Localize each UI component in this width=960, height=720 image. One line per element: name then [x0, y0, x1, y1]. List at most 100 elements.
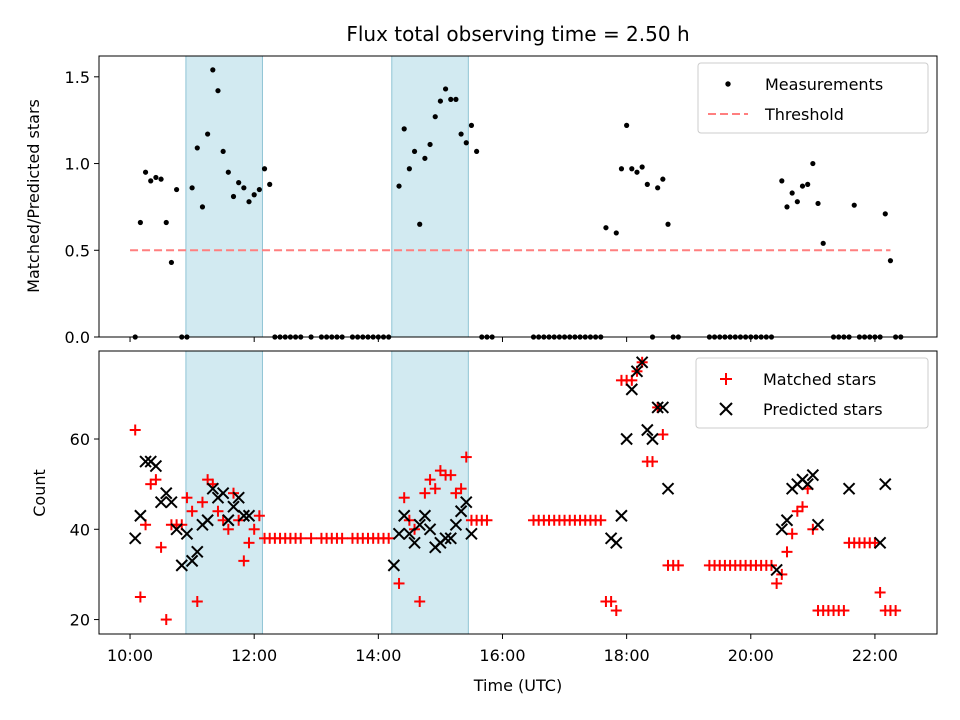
chart-title: Flux total observing time = 2.50 h — [346, 22, 689, 46]
measurement-point — [458, 131, 464, 137]
predicted-stars-point — [646, 432, 659, 446]
predicted-stars-point — [615, 509, 628, 522]
matched-stars-point — [243, 537, 255, 549]
legend-predicted-marker — [719, 402, 733, 416]
measurement-point — [225, 169, 231, 175]
bottom-x-axis: 10:00 12:00 14:00 16:00 18:00 20:00 22:00 — [107, 634, 898, 665]
x-tick-label: 12:00 — [231, 646, 277, 665]
y-tick-label: 40 — [70, 520, 90, 539]
predicted-stars-point — [780, 514, 794, 527]
measurement-point — [655, 185, 661, 191]
y-tick-label: 20 — [70, 611, 90, 630]
bottom-legend: Matched stars Predicted stars — [695, 357, 929, 429]
measurement-point — [453, 96, 459, 102]
legend-measurements-marker — [725, 81, 731, 87]
matched-stars-point — [445, 469, 457, 481]
predicted-stars-point — [651, 401, 664, 414]
measurement-point — [241, 185, 247, 191]
matched-stars-point — [890, 605, 902, 617]
predicted-stars-point — [418, 509, 432, 522]
measurement-point — [794, 199, 800, 205]
measurement-point — [401, 126, 407, 132]
y-tick-label: 1.5 — [65, 68, 90, 87]
measurement-point — [189, 185, 195, 191]
matched-stars-point — [305, 532, 317, 544]
predicted-stars-point — [160, 486, 173, 500]
matched-stars-point — [414, 596, 426, 608]
predicted-stars-point — [842, 482, 856, 495]
measurement-point — [789, 190, 795, 196]
measurement-point — [660, 176, 666, 182]
matched-stars-point — [134, 591, 146, 603]
measurement-point — [851, 202, 857, 208]
matched-stars-point — [186, 505, 198, 517]
top-x-axis — [129, 337, 876, 342]
top-legend-box — [697, 62, 929, 134]
predicted-stars-point — [129, 532, 142, 545]
matched-stars-point — [429, 483, 441, 495]
measurement-point — [261, 166, 268, 172]
predicted-stars-point — [630, 365, 644, 378]
measurement-point — [137, 219, 143, 226]
top-y-axis: 0.0 0.5 1.0 1.5 — [65, 68, 99, 347]
measurement-point — [805, 181, 811, 187]
x-tick-label: 22:00 — [852, 646, 898, 665]
top-legend: Measurements Threshold — [697, 62, 929, 134]
x-tick-label: 16:00 — [479, 646, 525, 665]
predicted-stars-point — [620, 432, 633, 446]
predicted-stars-point — [775, 523, 789, 536]
measurement-point — [422, 155, 428, 161]
measurement-point — [163, 219, 169, 226]
predicted-stars-point — [154, 495, 168, 509]
matched-stars-point — [419, 487, 431, 499]
predicted-stars-point — [165, 495, 178, 509]
measurement-point — [810, 160, 816, 167]
predicted-stars-point — [661, 482, 675, 495]
matched-stars-point — [424, 474, 436, 486]
matched-stars-point — [383, 532, 395, 544]
top-panel: 0.0 0.5 1.0 1.5 Matched/Predicted stars Mea… — [24, 55, 938, 347]
matched-stars-point — [481, 514, 493, 526]
bottom-data-marks — [129, 356, 902, 626]
predicted-stars-point — [134, 509, 147, 522]
predicted-stars-point — [206, 482, 220, 495]
matched-stars-point — [336, 532, 348, 544]
predicted-stars-point — [227, 500, 240, 513]
x-tick-label: 10:00 — [107, 646, 153, 665]
matched-stars-point — [869, 537, 881, 549]
measurement-point — [215, 88, 221, 94]
measurement-point — [168, 259, 175, 266]
predicted-stars-point — [232, 491, 245, 504]
predicted-stars-point — [403, 527, 416, 541]
predicted-stars-point — [625, 383, 639, 396]
measurement-point — [246, 199, 252, 205]
measurement-point — [406, 166, 412, 172]
predicted-stars-point — [216, 486, 230, 500]
predicted-stars-point — [191, 545, 204, 559]
observing-window-shade — [185, 55, 263, 338]
matched-stars-point — [605, 596, 617, 608]
matched-stars-point — [646, 456, 658, 468]
predicted-stars-point — [806, 468, 820, 482]
measurement-point — [634, 169, 640, 175]
predicted-stars-point — [201, 514, 214, 527]
matched-stars-point — [129, 424, 141, 436]
predicted-stars-point — [185, 554, 199, 568]
legend-threshold-label: Threshold — [764, 105, 844, 124]
predicted-stars-point — [222, 514, 235, 527]
matched-stars-point — [398, 492, 410, 504]
matched-stars-point — [781, 546, 793, 558]
measurement-point — [613, 230, 619, 236]
legend-measurements-label: Measurements — [765, 75, 883, 94]
legend-matched-marker — [720, 373, 732, 385]
predicted-stars-point — [641, 423, 654, 437]
predicted-stars-point — [413, 518, 426, 531]
measurement-point — [256, 186, 262, 193]
predicted-stars-point — [454, 505, 468, 518]
matched-stars-point — [238, 555, 250, 567]
predicted-stars-point — [610, 536, 623, 550]
measurement-point — [624, 122, 630, 128]
measurement-point — [142, 169, 149, 175]
matched-stars-point — [248, 523, 260, 535]
measurement-point — [148, 178, 154, 184]
